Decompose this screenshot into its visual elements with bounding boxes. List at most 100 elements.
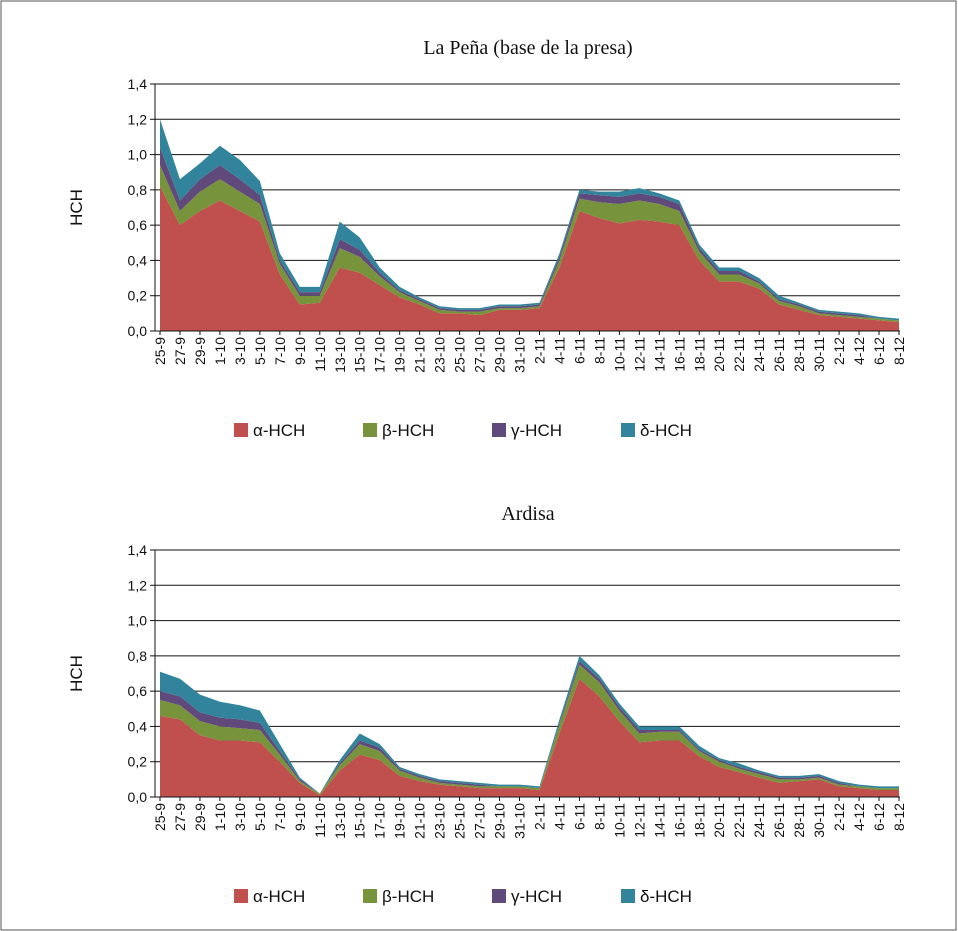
y-tick-label: 0,2	[128, 754, 148, 770]
legend-swatch	[492, 889, 506, 903]
y-tick-label: 1,2	[128, 111, 148, 127]
x-tick-label: 10-11	[611, 803, 627, 838]
y-tick-label: 1,4	[128, 76, 148, 92]
x-tick-label: 27-10	[472, 337, 488, 373]
x-tick-label: 29-9	[192, 337, 208, 365]
x-tick-label: 8-11	[591, 803, 607, 830]
x-tick-label: 25-10	[452, 803, 468, 839]
x-tick-label: 7-10	[272, 337, 288, 365]
x-tick-label: 23-10	[432, 803, 448, 839]
y-tick-label: 1,4	[128, 542, 148, 558]
legend-label: β-HCH	[382, 887, 434, 906]
x-tick-label: 1-10	[212, 337, 228, 365]
legend-swatch	[492, 423, 506, 437]
x-tick-label: 8-12	[891, 803, 907, 831]
x-tick-label: 31-10	[512, 803, 528, 839]
y-tick-label: 0,0	[128, 323, 148, 339]
y-tick-label: 0,4	[128, 252, 148, 268]
x-tick-label: 15-10	[352, 337, 368, 373]
x-tick-label: 19-10	[392, 337, 408, 373]
legend-swatch	[363, 889, 377, 903]
x-tick-label: 18-11	[691, 803, 707, 838]
x-tick-label: 14-11	[651, 803, 667, 838]
legend-label: δ-HCH	[640, 421, 692, 440]
legend-swatch	[234, 423, 248, 437]
x-tick-label: 3-10	[232, 337, 248, 365]
x-tick-label: 27-9	[172, 337, 188, 365]
x-tick-label: 28-11	[791, 337, 807, 372]
x-tick-label: 29-10	[492, 803, 508, 839]
x-tick-label: 27-10	[472, 803, 488, 839]
x-tick-label: 4-11	[551, 337, 567, 364]
y-tick-label: 0,2	[128, 288, 148, 304]
chart-title: Ardisa	[501, 503, 554, 525]
y-tick-label: 0,8	[128, 648, 148, 664]
y-tick-label: 0,0	[128, 789, 148, 805]
y-tick-label: 0,8	[128, 182, 148, 198]
x-tick-label: 29-9	[192, 803, 208, 831]
x-tick-label: 8-12	[891, 337, 907, 365]
x-tick-label: 12-11	[631, 337, 647, 372]
legend-swatch	[363, 423, 377, 437]
x-tick-label: 23-10	[432, 337, 448, 373]
x-tick-label: 30-11	[811, 337, 827, 372]
x-tick-label: 2-11	[531, 337, 547, 364]
y-tick-label: 0,6	[128, 217, 148, 233]
x-tick-label: 26-11	[771, 337, 787, 372]
x-tick-label: 15-10	[352, 803, 368, 839]
x-tick-label: 9-10	[292, 337, 308, 365]
x-tick-label: 18-11	[691, 337, 707, 372]
x-tick-label: 25-9	[152, 337, 168, 365]
area	[160, 678, 899, 797]
y-axis-label: HCH	[67, 655, 86, 692]
legend-label: α-HCH	[253, 887, 305, 906]
area	[160, 186, 899, 331]
x-tick-label: 1-10	[212, 803, 228, 831]
x-tick-label: 17-10	[372, 337, 388, 373]
x-tick-label: 21-10	[412, 337, 428, 373]
x-tick-label: 22-11	[731, 803, 747, 838]
x-tick-label: 9-10	[292, 803, 308, 831]
x-tick-label: 10-11	[611, 337, 627, 372]
legend-label: γ-HCH	[511, 887, 562, 906]
y-tick-label: 1,2	[128, 577, 148, 593]
x-tick-label: 21-10	[412, 803, 428, 839]
x-tick-label: 24-11	[751, 337, 767, 372]
legend-swatch	[234, 889, 248, 903]
x-tick-label: 27-9	[172, 803, 188, 831]
x-tick-label: 31-10	[512, 337, 528, 373]
x-tick-label: 11-10	[312, 803, 328, 838]
x-tick-label: 25-9	[152, 803, 168, 831]
x-tick-label: 2-12	[831, 803, 847, 831]
legend-label: δ-HCH	[640, 887, 692, 906]
x-tick-label: 19-10	[392, 803, 408, 839]
legend-label: γ-HCH	[511, 421, 562, 440]
x-tick-label: 30-11	[811, 803, 827, 838]
x-tick-label: 25-10	[452, 337, 468, 373]
x-tick-label: 6-11	[571, 803, 587, 830]
x-tick-label: 20-11	[711, 337, 727, 372]
x-tick-label: 6-11	[571, 337, 587, 364]
x-tick-label: 8-11	[591, 337, 607, 364]
y-tick-label: 0,6	[128, 683, 148, 699]
x-tick-label: 17-10	[372, 803, 388, 839]
x-tick-label: 26-11	[771, 803, 787, 838]
x-tick-label: 16-11	[671, 337, 687, 372]
x-tick-label: 5-10	[252, 803, 268, 831]
x-tick-label: 3-10	[232, 803, 248, 831]
x-tick-label: 4-12	[851, 803, 867, 831]
x-tick-label: 13-10	[332, 337, 348, 373]
x-tick-label: 7-10	[272, 803, 288, 831]
x-tick-label: 5-10	[252, 337, 268, 365]
legend-swatch	[621, 423, 635, 437]
x-tick-label: 13-10	[332, 803, 348, 839]
x-tick-label: 2-11	[531, 803, 547, 830]
area	[160, 664, 899, 796]
x-tick-label: 2-12	[831, 337, 847, 365]
x-tick-label: 24-11	[751, 803, 767, 838]
x-tick-label: 6-12	[871, 337, 887, 365]
y-tick-label: 1,0	[128, 613, 148, 629]
x-tick-label: 12-11	[631, 803, 647, 838]
legend-label: β-HCH	[382, 421, 434, 440]
